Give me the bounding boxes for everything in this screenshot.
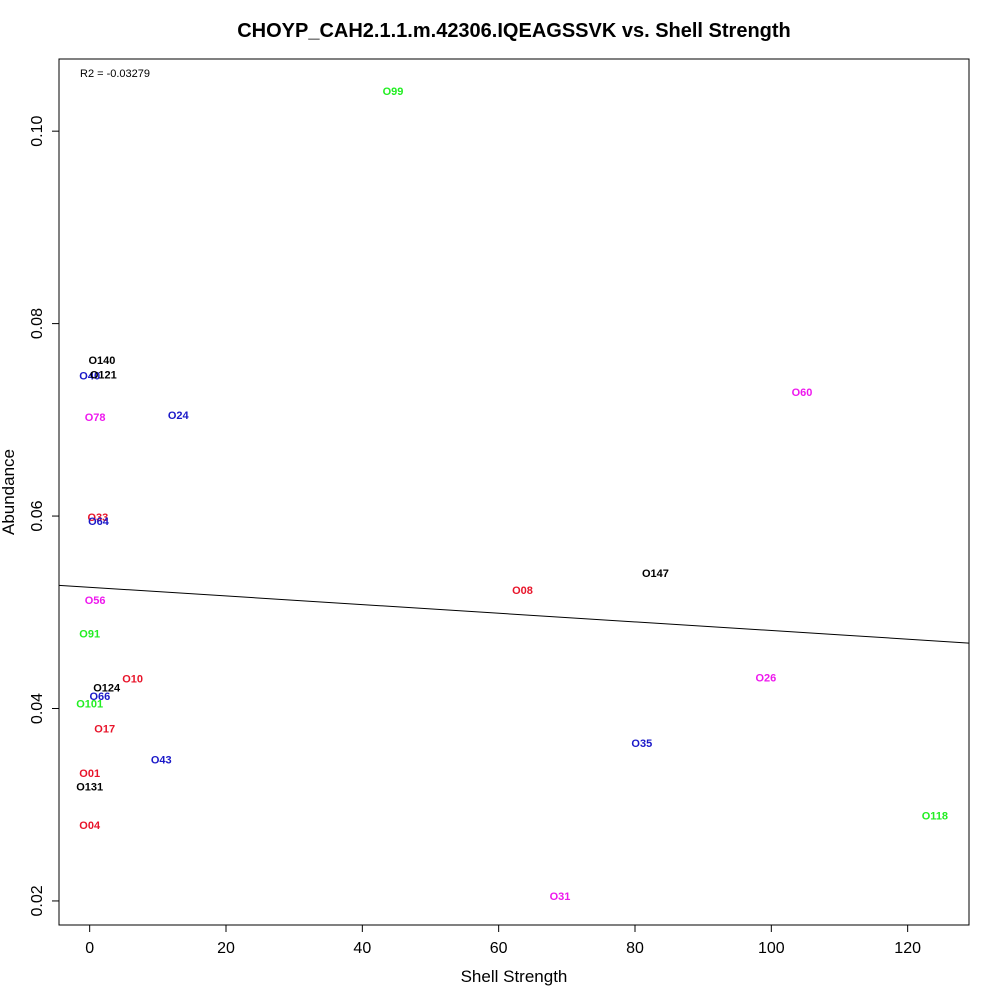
data-point-label: O01 xyxy=(79,768,100,780)
data-point-label: O147 xyxy=(642,568,669,580)
x-tick-label: 40 xyxy=(353,940,371,957)
data-point-label: O31 xyxy=(550,891,571,903)
data-point-label: O26 xyxy=(755,673,776,685)
data-point-label: O40 xyxy=(79,371,100,383)
regression-line-group xyxy=(58,584,970,644)
y-axis-label: Abundance xyxy=(0,449,18,535)
y-axis: 0.02 0.04 0.06 0.08 0.10 xyxy=(29,115,60,917)
x-tick-label: 20 xyxy=(217,940,235,957)
data-point-label: O56 xyxy=(85,595,106,607)
y-tick-label: 0.06 xyxy=(29,500,46,531)
data-point-label: O124 xyxy=(93,682,121,694)
y-tick-label: 0.10 xyxy=(29,115,46,146)
data-point-label: O121 xyxy=(90,370,117,382)
data-point-label: O64 xyxy=(88,516,110,528)
data-point-label: O118 xyxy=(922,810,948,822)
data-point-label: O78 xyxy=(85,412,106,424)
data-point-label: O10 xyxy=(122,674,143,686)
data-point-label: O24 xyxy=(168,410,190,422)
data-point-label: O66 xyxy=(90,691,111,703)
x-tick-label: 0 xyxy=(85,940,94,957)
data-point-label: O33 xyxy=(87,512,108,524)
plot-frame xyxy=(58,58,970,926)
x-tick-label: 120 xyxy=(894,940,921,957)
x-axis-label: Shell Strength xyxy=(461,967,568,986)
data-point-label: O140 xyxy=(88,355,115,367)
y-tick-label: 0.08 xyxy=(29,308,46,339)
y-tick-label: 0.04 xyxy=(29,693,46,724)
r2-annotation: R2 = -0.03279 xyxy=(80,68,150,80)
x-tick-label: 80 xyxy=(626,940,644,957)
x-axis: 0 20 40 60 80 100 120 xyxy=(85,924,921,957)
data-point-label: O131 xyxy=(76,781,103,793)
regression-line xyxy=(58,584,970,644)
x-tick-label: 100 xyxy=(758,940,785,957)
data-point-label: O08 xyxy=(512,585,533,597)
x-tick-label: 60 xyxy=(490,940,508,957)
data-point-label: O91 xyxy=(79,628,100,640)
data-point-label: O35 xyxy=(631,738,652,750)
data-point-label: O60 xyxy=(792,387,813,399)
data-point-label: O17 xyxy=(94,724,115,736)
y-tick-label: 0.02 xyxy=(29,885,46,916)
data-point-label: O04 xyxy=(79,820,101,832)
chart-title: CHOYP_CAH2.1.1.m.42306.IQEAGSSVK vs. She… xyxy=(237,20,791,42)
data-point-label: O99 xyxy=(383,86,404,98)
data-point-label: O43 xyxy=(151,754,172,766)
data-point-label: O101 xyxy=(76,699,103,711)
